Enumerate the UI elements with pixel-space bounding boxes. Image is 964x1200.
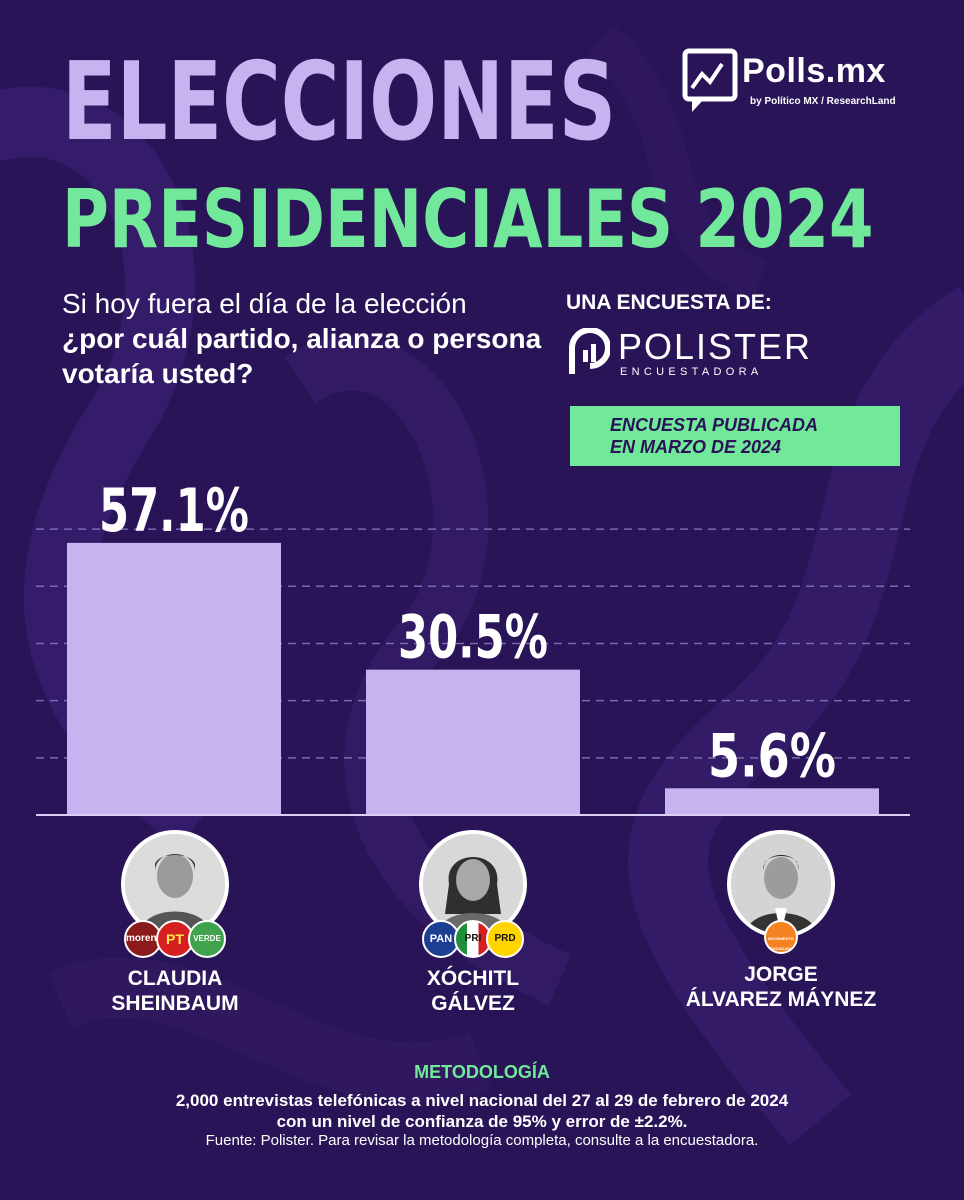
candidate-first-name: XÓCHITL — [426, 967, 520, 990]
candidate-alvarez-maynez: MOVIMIENTO CIUDADANO JORGE ÁLVAREZ MÁYNE… — [656, 830, 906, 1012]
methodology-line-1: 2,000 entrevistas telefónicas a nivel na… — [175, 1091, 789, 1110]
publication-badge: ENCUESTA PUBLICADA EN MARZO DE 2024 — [570, 406, 900, 466]
methodology-source: Fuente: Polister. Para revisar la metodo… — [205, 1132, 759, 1149]
candidate-photo-icon — [125, 834, 225, 934]
pollster-subtitle: ENCUESTADORA — [620, 366, 763, 378]
candidate-photo-icon — [423, 834, 523, 934]
party-logo-prd: PRD — [486, 920, 524, 958]
pollster-label: UNA ENCUESTA DE: — [566, 291, 772, 314]
candidate-name: JORGE ÁLVAREZ MÁYNEZ — [656, 962, 906, 1012]
party-logos: MOVIMIENTO CIUDADANO — [656, 920, 906, 954]
candidate-last-name: SHEINBAUM — [111, 992, 239, 1015]
publication-line-2: EN MARZO DE 2024 — [610, 437, 782, 457]
chart-logo-icon — [682, 48, 738, 112]
party-logo-verde: VERDE — [188, 920, 226, 958]
candidate-galvez: PAN PRI PRD XÓCHITL GÁLVEZ — [358, 830, 588, 1016]
bar-2 — [665, 788, 879, 815]
candidate-first-name: CLAUDIA — [127, 967, 223, 990]
polister-icon — [569, 328, 610, 374]
title-line-2: PRESIDENCIALES 2024 — [62, 173, 874, 266]
data-label-2: 5.6% — [708, 721, 836, 791]
party-logo-pan: PAN — [422, 920, 460, 958]
party-logo-pt: PT — [156, 920, 194, 958]
candidate-sheinbaum: morena PT VERDE CLAUDIA SHEINBAUM — [60, 830, 290, 1016]
bar-chart: 57.1% 30.5% 5.6% — [36, 476, 910, 816]
methodology-title: METODOLOGÍA — [414, 1062, 550, 1082]
methodology-text: 2,000 entrevistas telefónicas a nivel na… — [0, 1090, 964, 1132]
title-line-1: ELECCIONES — [62, 40, 617, 165]
pollster-name: POLISTER — [618, 326, 813, 367]
methodology-line-2: con un nivel de confianza de 95% y error… — [276, 1112, 688, 1131]
polister-logo: POLISTER ENCUESTADORA — [566, 324, 810, 380]
candidate-last-name: ÁLVAREZ MÁYNEZ — [685, 988, 877, 1011]
publication-line-1: ENCUESTA PUBLICADA — [610, 415, 819, 435]
pollsmx-logo: Polls.mx by Político MX / ResearchLand — [682, 44, 922, 124]
candidate-photo-icon — [731, 834, 831, 934]
candidate-name: XÓCHITL GÁLVEZ — [358, 966, 588, 1016]
candidate-last-name: GÁLVEZ — [431, 992, 515, 1015]
candidate-first-name: JORGE — [744, 963, 818, 986]
party-logos: morena PT VERDE — [60, 920, 290, 958]
party-logos: PAN PRI PRD — [358, 920, 588, 958]
survey-question: Si hoy fuera el día de la elección ¿por … — [62, 286, 562, 391]
data-label-1: 30.5% — [398, 603, 548, 673]
bar-0 — [67, 542, 281, 815]
brand-name: Polls.mx — [742, 52, 886, 90]
candidate-name: CLAUDIA SHEINBAUM — [60, 966, 290, 1016]
brand-subtitle: by Político MX / ResearchLand — [750, 96, 896, 107]
avatar — [727, 830, 835, 938]
question-line-1: Si hoy fuera el día de la elección — [62, 288, 467, 319]
question-line-2: ¿por cuál partido, alianza o persona vot… — [62, 323, 542, 389]
party-logo-mc: MOVIMIENTO CIUDADANO — [764, 920, 798, 954]
party-logo-morena: morena — [124, 920, 162, 958]
data-label-0: 57.1% — [99, 476, 249, 546]
bar-1 — [366, 669, 580, 815]
